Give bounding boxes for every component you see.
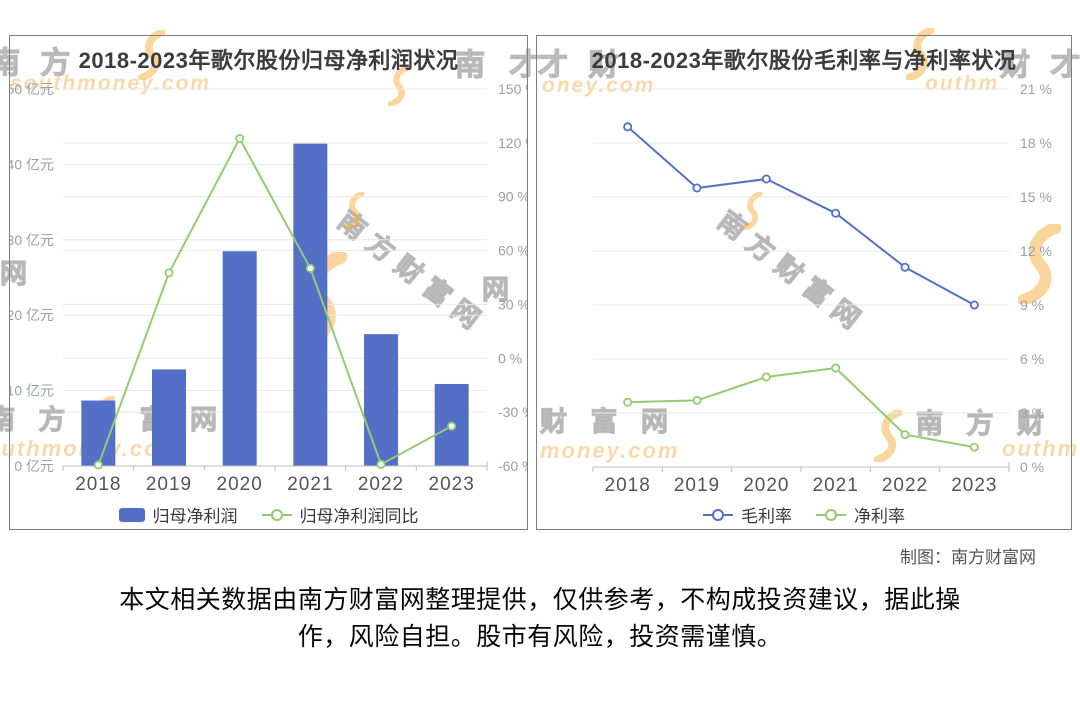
category-label: 2022 <box>358 474 404 495</box>
net-profit-chart-card: 2018-2023年歌尔股份归母净利润状况 0 亿元 10 亿元 20 亿元 30 亿… <box>9 35 528 530</box>
left-axis-tick-label: 30 亿元 <box>10 232 54 248</box>
left-axis-tick-label: 10 亿元 <box>10 383 54 399</box>
category-label: 2021 <box>287 474 333 495</box>
legend-item-net-margin: 净利率 <box>816 502 905 527</box>
right-axis-tick-label: 60 % <box>498 243 527 259</box>
margin-chart-canvas: 0 % 3 % 6 % 9 % 12 % 15 % 18 % 21 % 2018 2019 2020… <box>592 81 1052 496</box>
right-axis-tick-label: -60 % <box>498 458 527 474</box>
marker-净利率 <box>831 363 841 373</box>
legend-item-gross-margin: 毛利率 <box>703 502 792 527</box>
category-label: 2020 <box>217 474 263 495</box>
bar-归母净利润 <box>222 251 257 466</box>
right-axis-tick-label: 3 % <box>1020 405 1044 421</box>
marker-归母净利润同比 <box>305 263 315 273</box>
net-margin-line-swatch <box>816 508 846 522</box>
right-axis-tick-label: -30 % <box>498 404 527 420</box>
category-label: 2020 <box>743 475 789 496</box>
legend-label-net-margin: 净利率 <box>854 507 905 526</box>
right-axis-tick-label: 6 % <box>1020 351 1044 367</box>
disclaimer-line-1: 本文相关数据由南方财富网整理提供，仅供参考，不构成投资建议，据此操 <box>119 586 961 614</box>
category-label: 2021 <box>813 475 859 496</box>
right-axis-tick-label: 30 % <box>498 296 527 312</box>
margin-chart-card: 2018-2023年歌尔股份毛利率与净利率状况 0 % 3 % 6 % 9 % 12 %… <box>536 35 1072 530</box>
category-label: 2023 <box>951 475 997 496</box>
right-axis-tick-label: 0 % <box>498 350 522 366</box>
marker-毛利率 <box>900 262 910 272</box>
category-label: 2023 <box>429 474 475 495</box>
marker-毛利率 <box>831 208 841 218</box>
bar-归母净利润 <box>152 369 186 466</box>
right-axis-tick-label: 150 % <box>498 81 527 97</box>
left-axis-tick-label: 50 亿元 <box>10 81 54 97</box>
marker-归母净利润同比 <box>164 268 174 278</box>
legend-label-net-profit-yoy: 归母净利润同比 <box>299 507 419 526</box>
margin-chart-title: 2018-2023年歌尔股份毛利率与净利率状况 <box>591 48 1017 73</box>
marker-毛利率 <box>623 122 633 132</box>
legend-label-net-profit: 归母净利润 <box>152 507 238 526</box>
legend-item-net-profit-yoy: 归母净利润同比 <box>261 502 419 527</box>
left-axis-tick-label: 20 亿元 <box>10 307 54 323</box>
disclaimer: 本文相关数据由南方财富网整理提供，仅供参考，不构成投资建议，据此操 作，风险自担… <box>0 582 1080 656</box>
category-label: 2019 <box>674 475 720 496</box>
marker-毛利率 <box>969 300 979 310</box>
disclaimer-line-2: 作，风险自担。股市有风险，投资需谨慎。 <box>297 623 783 651</box>
marker-归母净利润同比 <box>376 459 386 469</box>
marker-归母净利润同比 <box>235 134 245 144</box>
right-axis-tick-label: 9 % <box>1020 297 1044 313</box>
net-profit-chart-canvas: 0 亿元 10 亿元 20 亿元 30 亿元 40 亿元 50 亿元 -60 % -30 % 0… <box>10 81 527 495</box>
category-label: 2018 <box>605 475 651 496</box>
legend-item-net-profit: 归母净利润 <box>118 502 238 527</box>
category-label: 2022 <box>882 475 928 496</box>
line-净利率 <box>627 367 975 449</box>
marker-归母净利润同比 <box>447 421 457 431</box>
net-profit-chart-legend: 归母净利润 归母净利润同比 <box>10 502 527 527</box>
left-axis-tick-label: 40 亿元 <box>10 156 54 172</box>
left-axis-tick-label: 0 亿元 <box>14 458 54 474</box>
margin-chart-legend: 毛利率 净利率 <box>537 502 1071 527</box>
line-归母净利润同比 <box>97 137 453 466</box>
legend-label-gross-margin: 毛利率 <box>741 507 792 526</box>
marker-净利率 <box>900 430 910 440</box>
right-axis-tick-label: 0 % <box>1020 459 1044 475</box>
marker-净利率 <box>692 395 702 405</box>
right-axis-tick-label: 12 % <box>1020 243 1052 259</box>
bar-归母净利润 <box>364 334 398 466</box>
yoy-line-swatch <box>261 508 292 522</box>
chart-credit: 制图：南方财富网 <box>900 548 1036 567</box>
right-axis-tick-label: 21 % <box>1020 81 1052 97</box>
right-axis-tick-label: 15 % <box>1020 189 1052 205</box>
marker-净利率 <box>623 397 633 407</box>
bar-归母净利润 <box>293 143 328 466</box>
marker-毛利率 <box>692 183 702 193</box>
right-axis-tick-label: 90 % <box>498 189 527 205</box>
marker-净利率 <box>761 372 771 382</box>
category-label: 2018 <box>75 474 121 495</box>
marker-净利率 <box>969 442 979 452</box>
marker-毛利率 <box>761 174 771 184</box>
net-profit-bar-swatch <box>118 507 145 522</box>
gross-margin-line-swatch <box>703 508 733 522</box>
category-label: 2019 <box>146 474 192 495</box>
right-axis-tick-label: 18 % <box>1020 135 1052 151</box>
right-axis-tick-label: 120 % <box>498 135 527 151</box>
marker-归母净利润同比 <box>93 460 103 470</box>
line-毛利率 <box>627 126 975 306</box>
